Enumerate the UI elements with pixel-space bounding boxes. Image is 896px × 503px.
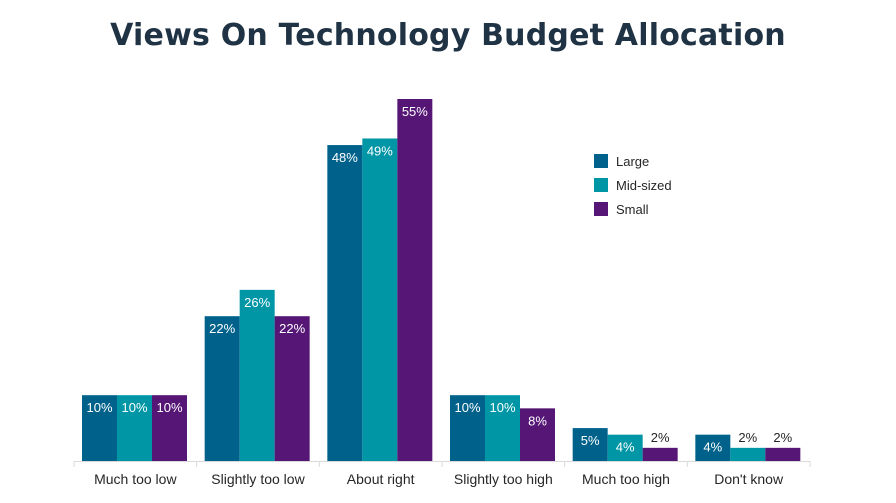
bar-about-right-small bbox=[397, 99, 433, 461]
x-axis: Much too low Slightly too low About right S… bbox=[73, 461, 811, 487]
data-label-much-too-high-mid-sized: 4% bbox=[616, 440, 635, 455]
bar-slightly-too-high-large bbox=[450, 395, 485, 461]
bar-much-too-low-small bbox=[152, 395, 187, 461]
bars-layer bbox=[82, 99, 801, 461]
bar-much-too-low-large bbox=[82, 395, 117, 461]
legend-swatch-small bbox=[594, 202, 608, 216]
data-label-slightly-too-low-large: 22% bbox=[209, 321, 235, 336]
bar-slightly-too-high-mid-sized bbox=[485, 395, 520, 461]
bar-slightly-too-low-small bbox=[274, 316, 310, 461]
bar-don-t-know-large bbox=[695, 434, 731, 461]
bar-much-too-high-small bbox=[642, 447, 678, 461]
data-label-much-too-low-mid-sized: 10% bbox=[121, 400, 147, 415]
data-label-slightly-too-high-large: 10% bbox=[454, 400, 480, 415]
data-label-slightly-too-low-small: 22% bbox=[279, 321, 305, 336]
data-labels-layer: 10% 10% 10% 22% 26% 22% 48% 49% 55% 10% 10% 8% 5% 4% 2… bbox=[86, 104, 792, 455]
bar-much-too-low-mid-sized bbox=[117, 395, 152, 461]
x-tick-label-much-too-low: Much too low bbox=[94, 471, 177, 487]
legend-label-mid-sized: Mid-sized bbox=[616, 178, 672, 193]
bar-slightly-too-low-mid-sized bbox=[239, 289, 275, 461]
bar-about-right-mid-sized bbox=[362, 138, 398, 461]
bar-don-t-know-small bbox=[765, 447, 801, 461]
data-label-much-too-high-small: 2% bbox=[651, 430, 670, 445]
legend-label-large: Large bbox=[616, 154, 649, 169]
data-label-about-right-mid-sized: 49% bbox=[367, 143, 393, 158]
x-tick-label-don-t-know: Don't know bbox=[714, 471, 784, 487]
x-tick-label-about-right: About right bbox=[347, 471, 415, 487]
data-label-slightly-too-high-small: 8% bbox=[528, 413, 547, 428]
data-label-much-too-low-small: 10% bbox=[156, 400, 182, 415]
legend-label-small: Small bbox=[616, 202, 649, 217]
legend-swatch-mid-sized bbox=[594, 178, 608, 192]
data-label-much-too-low-large: 10% bbox=[86, 400, 112, 415]
bar-slightly-too-high-small bbox=[520, 408, 555, 461]
data-label-about-right-small: 55% bbox=[402, 104, 428, 119]
x-tick-label-slightly-too-low: Slightly too low bbox=[211, 471, 305, 487]
data-label-much-too-high-large: 5% bbox=[581, 433, 600, 448]
legend-swatch-large bbox=[594, 154, 608, 168]
data-label-slightly-too-low-mid-sized: 26% bbox=[244, 295, 270, 310]
x-tick-label-much-too-high: Much too high bbox=[582, 471, 670, 487]
bar-much-too-high-large bbox=[572, 428, 608, 461]
data-label-about-right-large: 48% bbox=[332, 150, 358, 165]
legend: Large Mid-sized Small bbox=[594, 154, 672, 217]
bar-about-right-large bbox=[327, 145, 363, 461]
data-label-don-t-know-mid-sized: 2% bbox=[738, 430, 757, 445]
bar-don-t-know-mid-sized bbox=[730, 447, 766, 461]
chart-title: Views On Technology Budget Allocation bbox=[110, 18, 786, 53]
data-label-slightly-too-high-mid-sized: 10% bbox=[489, 400, 515, 415]
x-tick-label-slightly-too-high: Slightly too high bbox=[454, 471, 553, 487]
bar-much-too-high-mid-sized bbox=[607, 434, 643, 461]
data-label-don-t-know-large: 4% bbox=[703, 440, 722, 455]
bar-slightly-too-low-large bbox=[204, 316, 240, 461]
data-label-don-t-know-small: 2% bbox=[773, 430, 792, 445]
